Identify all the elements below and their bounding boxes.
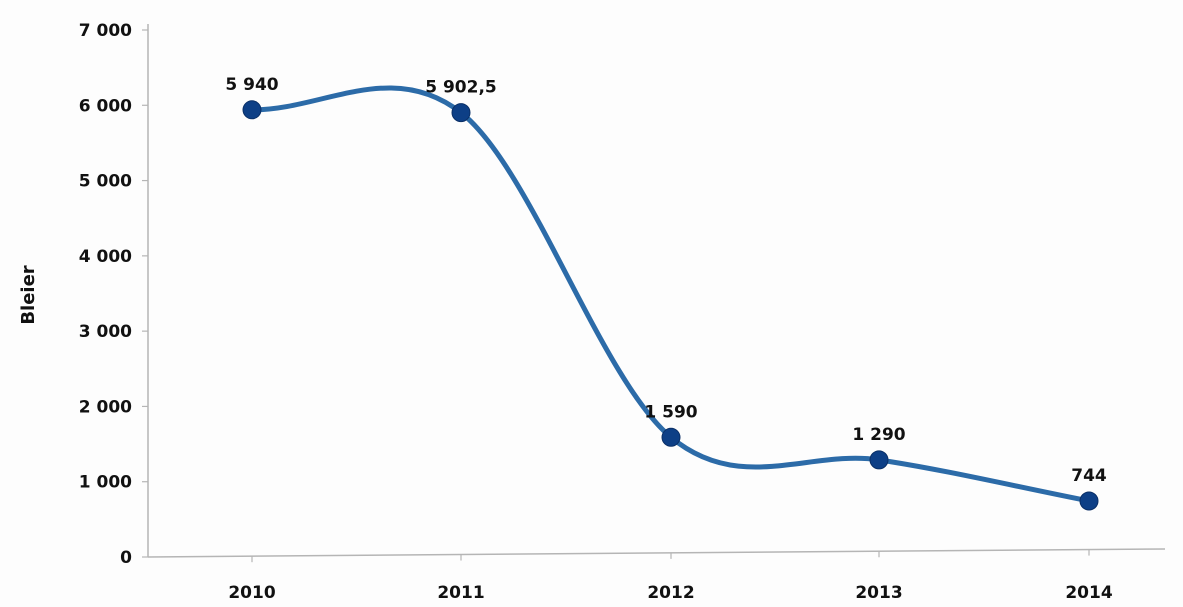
y-axis-ticks: 0 1 000 2 000 3 000 4 000 5 000 6 000 7 000	[79, 21, 148, 568]
data-label: 744	[1071, 466, 1107, 486]
data-point	[451, 103, 471, 123]
y-tick-label: 2 000	[79, 397, 132, 417]
data-label: 1 290	[852, 425, 905, 445]
y-tick-label: 0	[120, 548, 132, 568]
y-tick-label: 4 000	[79, 247, 132, 267]
x-axis-ticks: 2010 2011 2012 2013 2014	[228, 549, 1113, 603]
y-tick-label: 6 000	[79, 96, 132, 116]
y-axis-title: Bleier	[18, 265, 39, 324]
y-tick-label: 5 000	[79, 172, 132, 192]
y-tick-label: 7 000	[79, 21, 132, 41]
series-line	[249, 85, 1092, 504]
data-point	[1079, 491, 1099, 511]
x-tick-label: 2014	[1065, 583, 1112, 603]
data-labels: 5 940 5 902,5 1 590 1 290 744	[225, 75, 1107, 486]
x-tick-label: 2011	[437, 583, 484, 603]
data-point	[869, 450, 889, 470]
data-label: 5 940	[225, 75, 278, 95]
x-axis-line	[147, 548, 1166, 558]
series-line-layer	[249, 85, 1092, 504]
data-point-markers	[242, 100, 1099, 511]
y-tick-label: 3 000	[79, 322, 132, 342]
x-tick-label: 2010	[228, 583, 275, 603]
data-label: 1 590	[644, 402, 697, 422]
y-tick-label: 1 000	[79, 473, 132, 493]
x-tick-label: 2012	[647, 583, 694, 603]
x-tick-label: 2013	[855, 583, 902, 603]
axes	[147, 24, 1166, 558]
data-label: 5 902,5	[425, 78, 497, 98]
data-point	[661, 427, 681, 447]
data-point	[242, 100, 262, 120]
